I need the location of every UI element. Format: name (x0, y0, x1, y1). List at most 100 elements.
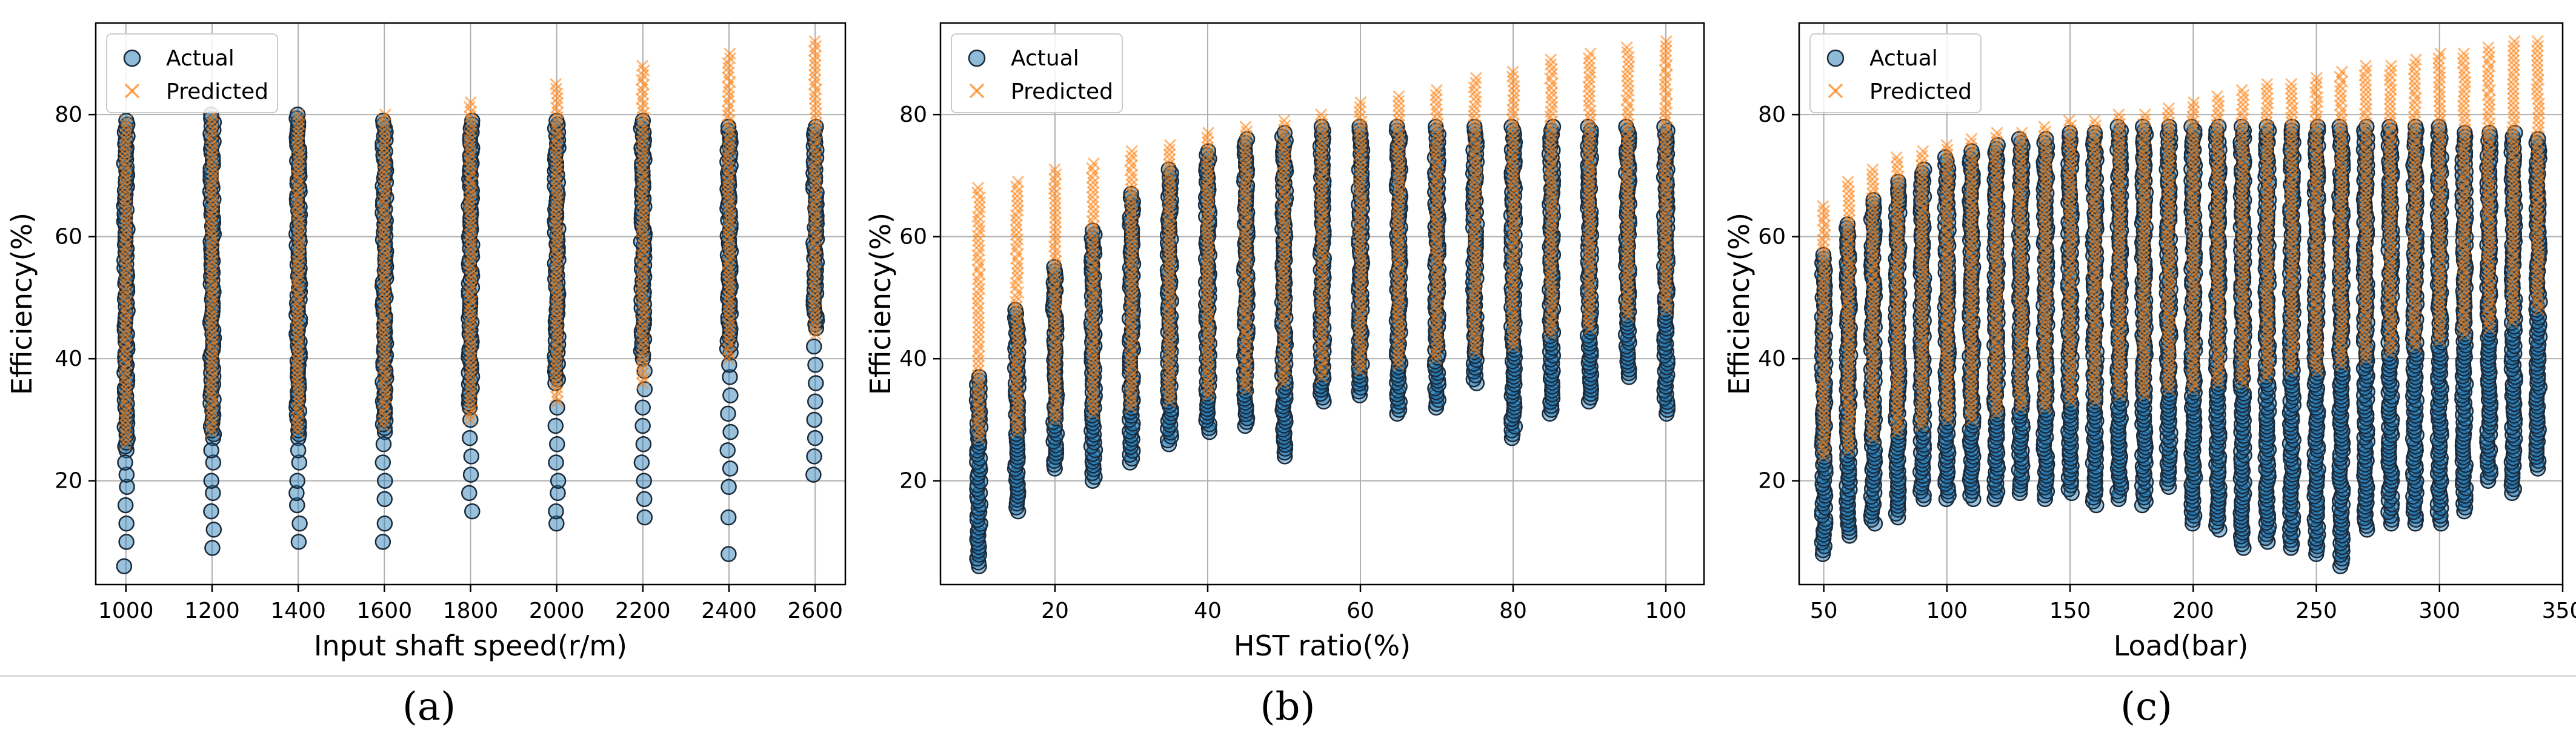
actual-point (116, 558, 133, 575)
actual-point (464, 503, 481, 520)
actual-point (291, 515, 308, 532)
predicted-mark-stroke (120, 257, 133, 270)
predicted-mark-stroke (808, 318, 821, 331)
predicted-point (379, 391, 392, 403)
predicted-mark-stroke (551, 196, 564, 209)
predicted-mark-stroke (550, 187, 564, 199)
predicted-mark-stroke (120, 219, 133, 232)
predicted-mark-stroke (205, 383, 218, 396)
predicted-point (292, 161, 305, 173)
predicted-mark-stroke (810, 208, 822, 220)
predicted-point (722, 271, 736, 284)
predicted-mark-stroke (291, 378, 304, 391)
predicted-mark-stroke (550, 362, 562, 375)
predicted-mark-stroke (378, 156, 391, 169)
predicted-point (464, 376, 477, 388)
predicted-mark-stroke (118, 248, 131, 260)
predicted-point (378, 357, 391, 370)
predicted-mark-stroke (551, 253, 564, 266)
predicted-point (378, 300, 391, 313)
chart-panel-a: 1000 1200 1400 1600 1800 2000 2200 2400 26002040… (5, 22, 847, 662)
predicted-mark-stroke (292, 383, 305, 396)
predicted-point (636, 277, 648, 290)
predicted-mark-stroke (551, 225, 564, 237)
predicted-mark-stroke (378, 118, 391, 131)
predicted-mark-stroke (207, 231, 219, 244)
predicted-mark-stroke (205, 426, 218, 439)
predicted-mark-stroke (206, 161, 219, 173)
predicted-mark-stroke (206, 350, 219, 363)
predicted-mark-stroke (722, 267, 734, 279)
predicted-mark-stroke (465, 267, 478, 279)
predicted-mark-stroke (551, 348, 564, 360)
x-tick-label: 1800 (443, 598, 499, 623)
predicted-mark-stroke (292, 393, 305, 405)
predicted-mark-stroke (293, 406, 305, 419)
predicted-point (808, 165, 821, 177)
predicted-point (551, 158, 564, 171)
predicted-mark-stroke (206, 284, 219, 296)
predicted-mark-stroke (808, 68, 820, 81)
predicted-mark-stroke (810, 112, 822, 125)
predicted-mark-stroke (636, 102, 649, 114)
predicted-mark-stroke (292, 156, 305, 168)
predicted-point (465, 267, 478, 279)
predicted-mark-stroke (550, 182, 563, 194)
predicted-mark-stroke (465, 120, 478, 133)
predicted-point (463, 323, 476, 336)
predicted-mark-stroke (808, 170, 822, 182)
predicted-mark-stroke (119, 267, 132, 279)
predicted-mark-stroke (551, 106, 564, 119)
predicted-point (723, 328, 736, 341)
predicted-mark-stroke (291, 279, 304, 291)
x-tick-label: 1600 (357, 598, 413, 623)
predicted-mark-stroke (291, 345, 304, 358)
predicted-mark-stroke (551, 158, 564, 171)
predicted-mark-stroke (378, 381, 391, 394)
predicted-mark-stroke (293, 397, 305, 410)
predicted-point (551, 196, 564, 209)
predicted-mark-stroke (292, 184, 305, 197)
predicted-point (464, 328, 476, 341)
predicted-mark-stroke (551, 96, 564, 110)
predicted-point (723, 281, 736, 294)
predicted-point (120, 214, 133, 227)
predicted-mark-stroke (205, 364, 218, 377)
actual-point (290, 534, 307, 550)
predicted-point (810, 232, 822, 245)
predicted-mark-stroke (120, 310, 133, 322)
predicted-mark-stroke (379, 132, 391, 145)
predicted-mark-stroke (637, 168, 650, 181)
predicted-point (550, 187, 564, 199)
x-axis-label: Input shaft speed(r/m) (314, 629, 627, 662)
predicted-point (207, 203, 219, 216)
predicted-point (464, 342, 477, 355)
predicted-point (291, 421, 304, 434)
predicted-mark-stroke (379, 366, 392, 380)
predicted-mark-stroke (551, 191, 564, 204)
actual-point (720, 509, 737, 526)
predicted-mark-stroke (119, 176, 131, 189)
predicted-mark-stroke (377, 228, 390, 240)
actual-point (550, 472, 567, 489)
predicted-point (810, 188, 823, 202)
predicted-point (291, 340, 304, 353)
predicted-point (205, 217, 218, 230)
actual-point (721, 479, 737, 496)
actual-point (463, 448, 480, 465)
predicted-mark-stroke (636, 291, 648, 304)
predicted-point (291, 189, 304, 202)
predicted-mark-stroke (464, 380, 477, 393)
actual-point (118, 534, 135, 550)
predicted-point (378, 295, 391, 308)
predicted-point (205, 274, 218, 287)
predicted-point (464, 333, 476, 346)
predicted-mark-stroke (379, 214, 391, 227)
predicted-mark-stroke (465, 295, 478, 308)
predicted-point (378, 170, 390, 183)
predicted-point (378, 415, 390, 428)
predicted-point (465, 120, 478, 133)
predicted-mark-stroke (722, 167, 734, 179)
predicted-mark-stroke (205, 227, 218, 239)
